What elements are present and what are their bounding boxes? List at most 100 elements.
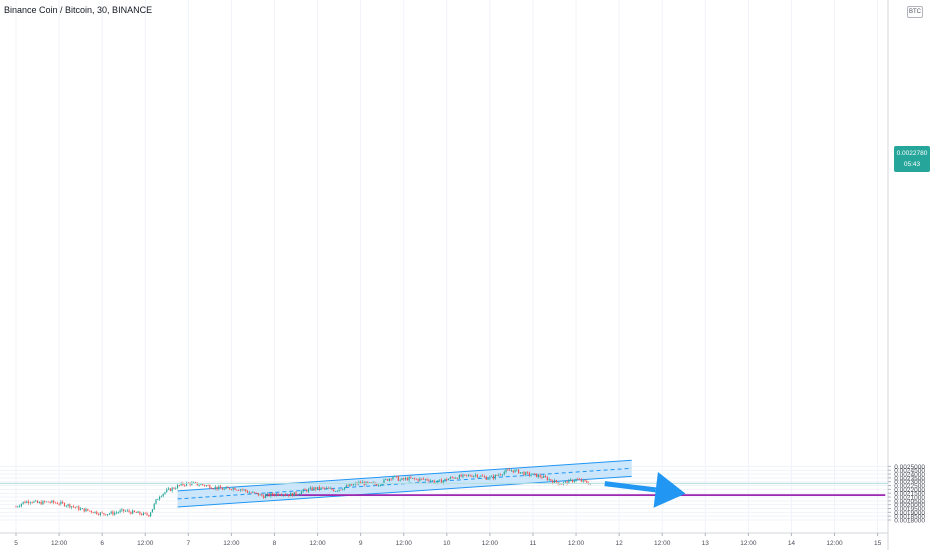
candle — [279, 494, 281, 496]
price-tick-label: 0.0019000 — [894, 510, 925, 517]
candle-body — [422, 478, 425, 480]
candle — [343, 487, 346, 491]
time-tick-label: 11 — [530, 540, 537, 547]
candle — [485, 475, 487, 480]
price-tick-label: 0.0022000 — [894, 487, 925, 494]
candle-body — [505, 469, 507, 472]
candle — [160, 495, 162, 498]
candle-body — [573, 480, 575, 482]
candle — [403, 477, 405, 481]
candle — [94, 511, 96, 514]
candle-body — [284, 494, 286, 496]
candle — [150, 511, 152, 518]
candle-body — [169, 488, 171, 491]
candle — [496, 474, 498, 476]
candle — [478, 476, 480, 479]
candle — [299, 493, 301, 495]
candle — [67, 503, 69, 508]
candle-body — [543, 475, 545, 478]
candle — [523, 470, 525, 476]
candle — [259, 493, 261, 496]
candle — [22, 501, 24, 505]
candle-body — [194, 482, 197, 484]
candle — [202, 483, 204, 486]
candle — [121, 508, 123, 513]
candle-body — [263, 495, 265, 499]
candle — [27, 499, 30, 505]
arrow-head[interactable] — [653, 472, 686, 508]
candle-body — [352, 484, 355, 486]
candle — [169, 488, 171, 492]
candle — [117, 511, 119, 514]
candle — [412, 477, 414, 479]
candle — [291, 492, 294, 497]
candle-body — [130, 511, 132, 514]
candle — [315, 486, 317, 492]
candle-body — [471, 476, 473, 477]
candle-body — [386, 479, 389, 481]
candle — [237, 489, 240, 491]
candle-body — [474, 474, 477, 476]
candle — [106, 514, 109, 517]
candle-body — [108, 513, 110, 515]
candle — [570, 478, 572, 482]
candle-body — [403, 478, 405, 480]
candle-body — [440, 479, 443, 483]
arrow-shaft[interactable] — [604, 481, 657, 493]
candle-body — [92, 512, 94, 514]
candle — [307, 487, 310, 494]
candle — [528, 471, 530, 478]
candle — [526, 471, 529, 475]
candle-body — [334, 491, 337, 492]
candle-body — [117, 512, 119, 514]
candle — [462, 473, 464, 479]
candle — [573, 479, 575, 484]
currency-badge[interactable]: BTC — [907, 6, 923, 18]
candle — [501, 473, 504, 477]
candle — [584, 479, 586, 483]
time-tick-label: 9 — [359, 540, 363, 547]
symbol-title[interactable]: Binance Coin / Bitcoin, 30, BINANCE — [4, 5, 153, 15]
candle-body — [507, 469, 509, 471]
time-axis[interactable]: 5 12:00 6 12:00 7 12:00 8 12:00 9 12:00 10 12:00 11 1… — [0, 532, 888, 547]
candle-body — [139, 511, 141, 515]
candle — [503, 470, 505, 476]
candle — [175, 486, 177, 490]
candle — [130, 511, 132, 515]
candle-body — [232, 487, 234, 490]
candle — [36, 500, 39, 504]
candle-body — [566, 481, 568, 484]
target-zone-rect[interactable] — [265, 494, 886, 496]
candle-body — [548, 479, 550, 481]
candle — [397, 475, 399, 482]
candle — [498, 473, 500, 477]
price-badge-countdown: 05:43 — [904, 161, 921, 168]
candle-body — [101, 512, 103, 514]
candle-body — [410, 477, 412, 479]
candle-body — [455, 477, 457, 479]
candle-body — [347, 485, 349, 487]
price-tick-label: 0.0021500 — [894, 491, 925, 498]
candle — [31, 501, 33, 504]
candle — [99, 511, 101, 517]
candle-body — [162, 493, 164, 497]
projection-arrow-drawing[interactable] — [604, 472, 686, 508]
candle — [218, 484, 220, 491]
candle-body — [510, 470, 513, 472]
candle-body — [90, 510, 92, 513]
candle — [390, 478, 392, 482]
candle — [236, 489, 238, 491]
candle — [379, 484, 381, 487]
candle — [49, 500, 51, 504]
candle-body — [426, 479, 428, 481]
candle-body — [464, 474, 466, 476]
channel-upper-line[interactable] — [177, 459, 632, 492]
candle-body — [489, 476, 491, 479]
target-zone-drawing[interactable] — [265, 494, 886, 496]
candle-body — [392, 476, 394, 480]
candle-body — [270, 493, 272, 497]
candle — [51, 500, 53, 504]
price-axis[interactable]: 0.00180000.00185000.00190000.00195000.00… — [887, 0, 925, 550]
